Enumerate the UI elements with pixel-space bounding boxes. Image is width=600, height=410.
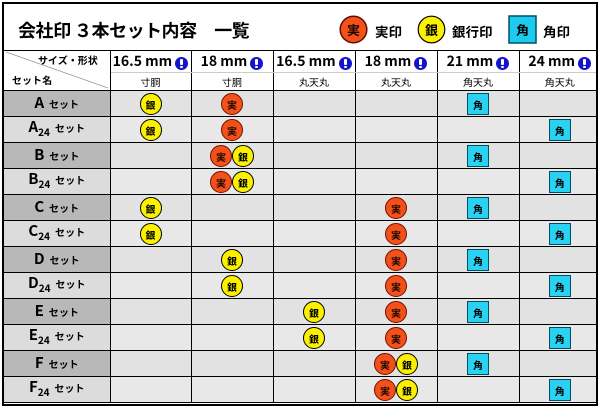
svg-text:角: 角	[516, 20, 529, 39]
svg-text:実: 実	[347, 20, 360, 39]
svg-text:銀: 銀	[425, 20, 438, 39]
